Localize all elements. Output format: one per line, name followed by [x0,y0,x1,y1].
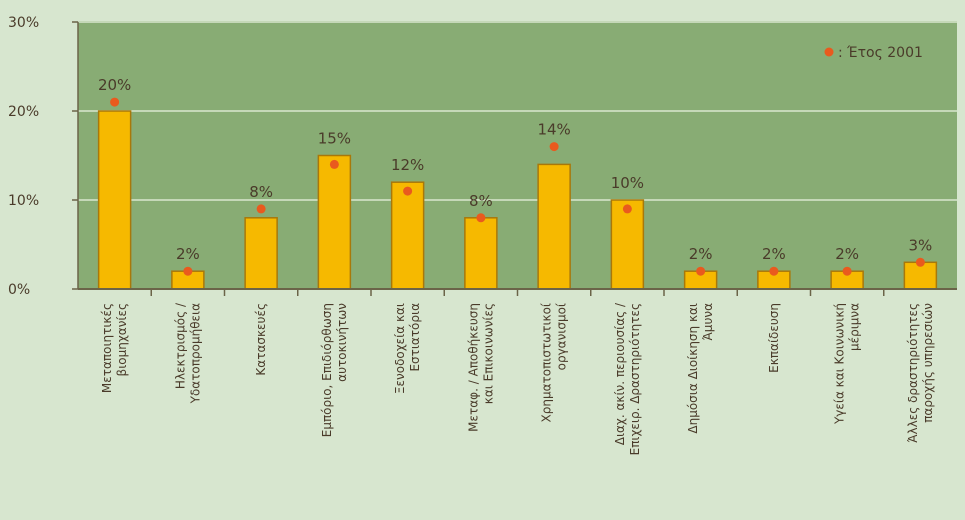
y-tick-label: 20% [8,104,39,120]
category-label-group: Χρηματοπιστωτικοί οργανισμοί [540,303,569,422]
bar-value-label: 2% [762,245,786,263]
bar [97,110,132,290]
category-label: Χρηματοπιστωτικοί [540,303,554,422]
category-label: Υγεία και Κοινωνική [833,303,847,425]
category-label-group: Διαχ. ακίν. περιουσίας / Επιχειρ. Δραστηρ… [613,302,642,455]
category-label: Εστιατόρια [408,303,422,372]
category-label-group: Άλλες δραστηριότητες παροχής υπηρεσιών [906,303,935,443]
category-label: Ηλεκτρισμός / [173,302,187,389]
bar-value-label: 10% [611,174,644,192]
category-label-group: Υγεία και Κοινωνική μέριμνα [833,303,862,425]
bar [317,154,352,290]
category-label: Υδατοπρομήθεια [188,303,202,404]
bar-value-label: 12% [391,156,424,174]
year-2001-marker [549,142,559,152]
year-2001-marker [842,266,852,276]
category-label-group: Μεταποιητικές βιομηχανίες [100,303,129,393]
category-label: βιομηχανίες [115,303,129,376]
year-2001-marker [915,257,925,267]
bar [610,199,645,290]
bar-value-label: 8% [249,183,273,201]
category-label-group: Ξενοδοχεία και Εστιατόρια [393,303,422,394]
year-2001-marker [476,213,486,223]
x-axis [78,288,957,296]
category-labels: Μεταποιητικές βιομηχανίες Ηλεκτρισμός / Υδα… [100,302,935,455]
year-2001-markers [110,97,925,276]
category-label: Άλλες δραστηριότητες [906,303,920,443]
category-label: παροχής υπηρεσιών [921,303,935,423]
category-label-group: Κατασκευές [254,303,268,376]
bar-value-label: 15% [318,130,351,148]
category-label-group: Δημόσια Διοίκηση και Άμυνα [686,303,715,434]
year-2001-marker [696,266,706,276]
category-label: οργανισμοί [555,303,569,370]
category-label-group: Εμπόριο, Επιδιόρθωση αυτοκινήτων [320,303,349,438]
category-label: Επιχειρ. Δραστηριότητες [628,303,642,455]
category-label: Δημόσια Διοίκηση και [686,303,700,434]
y-tick-label: 10% [8,193,39,209]
bar [390,181,425,290]
category-label: Ξενοδοχεία και [393,303,407,394]
plot-area [78,22,957,289]
year-2001-marker [329,159,339,169]
category-label: Άμυνα [701,303,715,341]
bar-value-label: 8% [469,192,493,210]
value-labels: 20% 2% 8% 15% 12% 8% 14% 10% 2% 2% 2% 3% [98,76,932,263]
category-label: Εκπαίδευση [767,303,781,373]
bar-value-label: 3% [908,236,932,254]
category-label-group: Ηλεκτρισμός / Υδατοπρομήθεια [173,302,202,404]
bar-value-label: 20% [98,76,131,94]
category-label: Κατασκευές [254,303,268,376]
bar [244,217,278,290]
y-tick-label: 0% [8,282,30,298]
y-tick-label: 30% [8,15,39,31]
category-label-group: Εκπαίδευση [767,303,781,373]
category-label: Εμπόριο, Επιδιόρθωση [320,303,334,437]
y-axis-ticks: 0% 10% 20% 30% [8,15,79,298]
bar [464,217,498,290]
legend: : Έτος 2001 [824,45,923,61]
bar-value-label: 2% [835,245,859,263]
bars [97,110,938,290]
category-label: Διαχ. ακίν. περιουσίας / [613,302,627,445]
year-2001-marker [256,204,266,214]
category-label: και Επικοινωνίες [481,303,495,404]
year-2001-marker [403,186,413,196]
category-label-group: Μεταφ. / Αποθήκευση και Επικοινωνίες [466,303,495,432]
bar-value-label: 2% [176,245,200,263]
year-2001-marker [110,97,120,107]
category-label: Μεταποιητικές [100,303,114,393]
year-2001-marker [769,266,779,276]
category-label: αυτοκινήτων [335,303,349,382]
bar [537,163,571,290]
year-2001-marker [622,204,632,214]
category-label: μέριμνα [848,303,862,351]
legend-marker-icon [824,47,834,57]
gridlines [78,21,957,201]
legend-label: : Έτος 2001 [838,45,923,61]
year-2001-marker [183,266,193,276]
bar-value-label: 2% [689,245,713,263]
category-label: Μεταφ. / Αποθήκευση [466,303,480,432]
bar-value-label: 14% [537,121,570,139]
